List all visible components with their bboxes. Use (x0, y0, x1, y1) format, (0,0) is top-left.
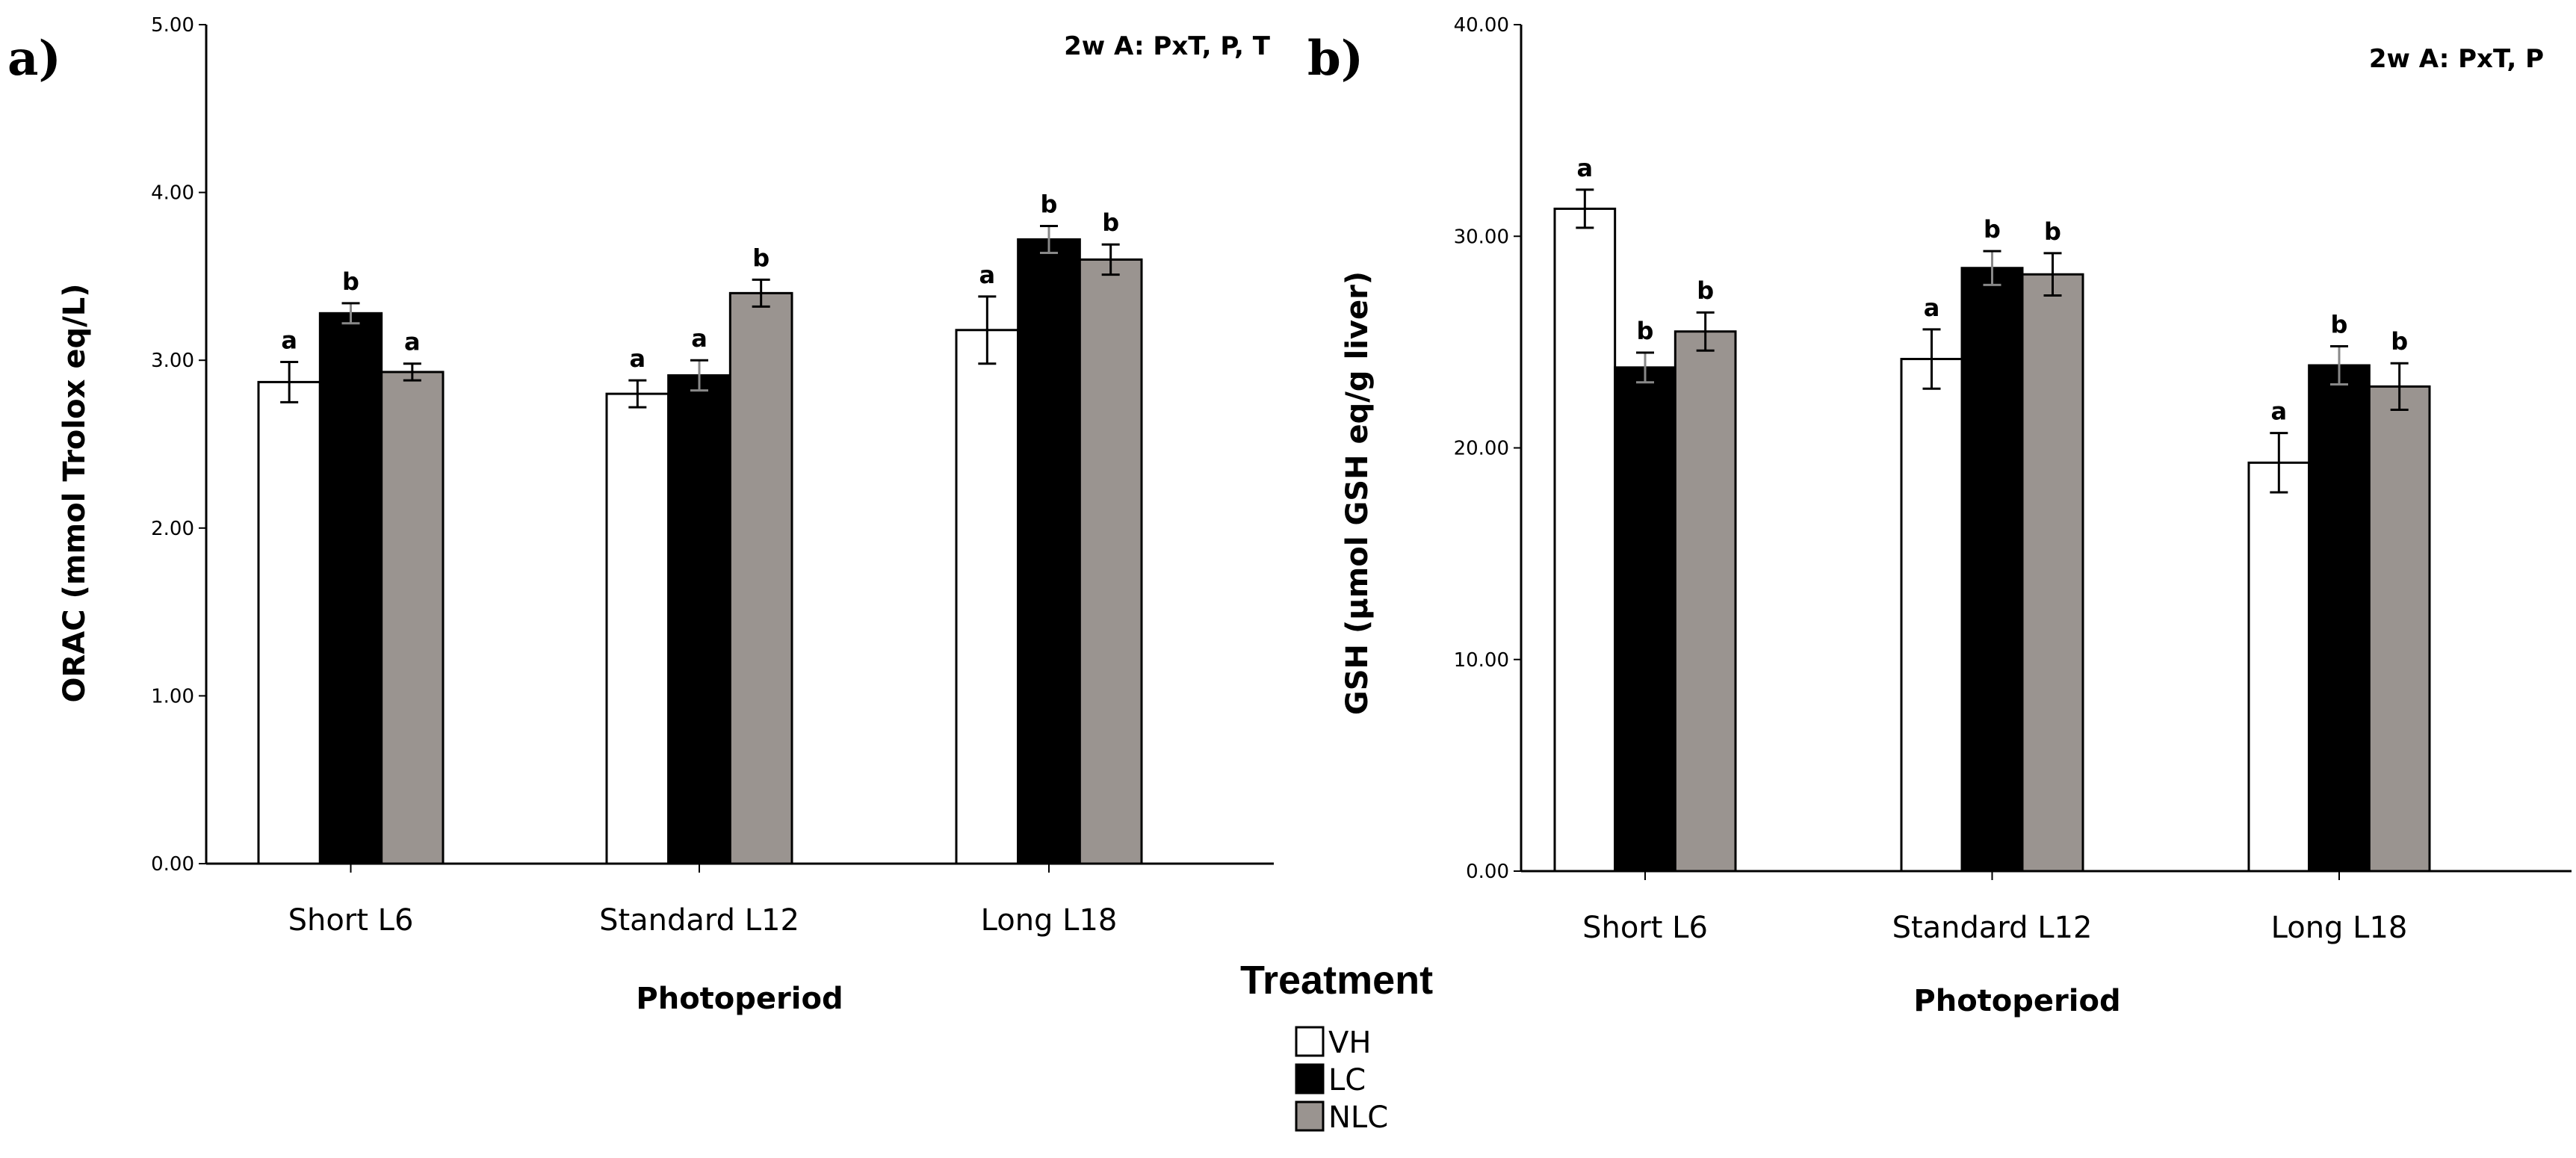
bar-lc-2 (2308, 364, 2371, 873)
panel-label-b: b) (1307, 31, 1363, 87)
category-label: Short L6 (288, 903, 414, 938)
panel-b: b) 2w A: PxT, P GSH (μmol GSH eq/g liver… (1307, 14, 2572, 1018)
legend-label-lc: LC (1328, 1063, 1366, 1097)
significance-label: b (752, 244, 770, 272)
significance-label: b (342, 267, 359, 296)
y-tick-label: 3.00 (151, 350, 194, 372)
bar-nlc-0 (1674, 330, 1737, 873)
bar-vh-0 (1553, 207, 1617, 873)
significance-label: a (691, 324, 708, 353)
y-tick-label: 0.00 (151, 853, 194, 876)
legend-label-nlc: NLC (1328, 1100, 1388, 1135)
y-tick-label: 40.00 (1454, 14, 1509, 37)
y-tick-label: 20.00 (1454, 438, 1509, 460)
category-label: Standard L12 (599, 903, 799, 938)
panel-b-y-ticks: 0.00 10.00 20.00 30.00 40.00 (1454, 14, 1521, 883)
bar-lc-1 (1960, 267, 2024, 873)
panel-a-y-ticks: 0.00 1.00 2.00 3.00 4.00 5.00 (151, 14, 206, 876)
significance-label: a (979, 261, 996, 289)
y-tick-label: 4.00 (151, 182, 194, 205)
significance-label: a (1577, 154, 1594, 182)
significance-label: b (1041, 191, 1058, 219)
bar-vh-2 (2247, 461, 2311, 873)
significance-label: a (1924, 294, 1940, 322)
panel-a: a) 2w A: PxT, P, T ORAC (mmol Trolox eq/… (7, 14, 1274, 1016)
panel-a-x-axis-title: Photoperiod (636, 982, 843, 1016)
y-tick-label: 1.00 (151, 685, 194, 708)
bar-vh-2 (955, 329, 1020, 865)
category-label: Standard L12 (1892, 911, 2093, 945)
bar-nlc-1 (728, 291, 793, 865)
significance-label: b (2331, 311, 2348, 339)
category-label: Short L6 (1582, 911, 1708, 945)
panel-a-y-axis-title: ORAC (mmol Trolox eq/L) (58, 284, 92, 703)
bar-lc-1 (667, 374, 731, 865)
significance-label: a (281, 326, 297, 354)
significance-label: a (630, 344, 646, 373)
significance-label: a (2271, 397, 2288, 426)
legend-swatch-vh (1295, 1026, 1325, 1057)
category-label: Long L18 (2271, 911, 2408, 945)
bar-vh-1 (605, 392, 670, 865)
y-tick-label: 30.00 (1454, 226, 1509, 248)
panel-b-categories: Short L6 Standard L12 Long L18 (1582, 871, 2407, 945)
legend-title: Treatment (1240, 958, 1433, 1003)
bar-nlc-2 (1078, 258, 1143, 865)
bar-lc-0 (318, 312, 383, 865)
legend-swatch-lc (1295, 1063, 1325, 1094)
bar-vh-0 (257, 380, 321, 865)
panel-a-categories: Short L6 Standard L12 Long L18 (288, 864, 1118, 938)
panel-b-y-axis-title: GSH (μmol GSH eq/g liver) (1340, 271, 1375, 715)
bar-nlc-0 (380, 371, 445, 865)
bar-vh-1 (1900, 358, 1963, 873)
panel-b-annotation: 2w A: PxT, P (2369, 44, 2544, 74)
y-tick-label: 2.00 (151, 518, 194, 540)
legend-swatch-nlc (1295, 1100, 1325, 1132)
bar-lc-0 (1614, 366, 1676, 873)
panel-b-bars: a b b a b b a b b (1553, 154, 2431, 873)
y-tick-label: 10.00 (1454, 649, 1509, 672)
y-tick-label: 5.00 (151, 14, 194, 37)
significance-label: b (1984, 215, 2001, 244)
significance-label: b (1697, 276, 1714, 305)
panel-b-x-axis-title: Photoperiod (1913, 984, 2120, 1018)
significance-label: b (2391, 327, 2408, 356)
panel-a-bars: a b a a a b a b b (257, 191, 1143, 865)
category-label: Long L18 (981, 903, 1118, 938)
significance-label: a (404, 328, 421, 356)
significance-label: b (1102, 208, 1119, 237)
panel-label-a: a) (7, 31, 61, 87)
bar-nlc-2 (2368, 385, 2431, 873)
bar-lc-2 (1017, 238, 1081, 865)
bar-nlc-1 (2021, 273, 2084, 873)
legend-label-vh: VH (1328, 1026, 1371, 1060)
panel-a-annotation: 2w A: PxT, P, T (1064, 31, 1271, 61)
y-tick-label: 0.00 (1466, 861, 1509, 883)
significance-label: b (1637, 317, 1654, 345)
significance-label: b (2044, 217, 2061, 246)
